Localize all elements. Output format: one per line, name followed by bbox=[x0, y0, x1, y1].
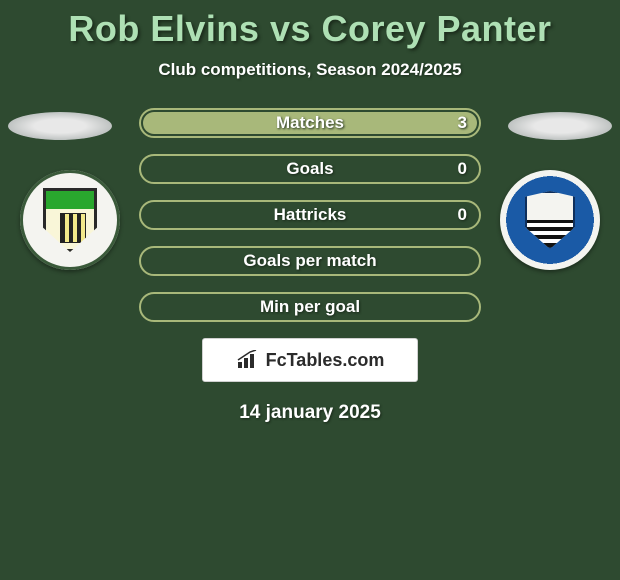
stat-row: Goals0 bbox=[139, 154, 481, 184]
stat-row: Min per goal bbox=[139, 292, 481, 322]
stat-label: Goals per match bbox=[141, 251, 479, 271]
stat-row: Hattricks0 bbox=[139, 200, 481, 230]
right-club-crest bbox=[500, 170, 600, 270]
stat-label: Hattricks bbox=[141, 205, 479, 225]
comparison-area: Matches3Goals0Hattricks0Goals per matchM… bbox=[0, 108, 620, 424]
stat-row: Matches3 bbox=[139, 108, 481, 138]
stat-row: Goals per match bbox=[139, 246, 481, 276]
eastleigh-fc-crest-icon bbox=[500, 170, 600, 270]
brand-box: FcTables.com bbox=[202, 338, 418, 382]
brand-text: FcTables.com bbox=[266, 350, 385, 371]
stat-label: Min per goal bbox=[141, 297, 479, 317]
page-subtitle: Club competitions, Season 2024/2025 bbox=[0, 60, 620, 80]
stat-right-value: 0 bbox=[458, 159, 467, 179]
right-crest-shadow bbox=[508, 112, 612, 140]
stat-right-value: 0 bbox=[458, 205, 467, 225]
left-crest-shadow bbox=[8, 112, 112, 140]
stats-bars: Matches3Goals0Hattricks0Goals per matchM… bbox=[139, 108, 481, 322]
stat-label: Matches bbox=[141, 113, 479, 133]
stat-label: Goals bbox=[141, 159, 479, 179]
date-text: 14 january 2025 bbox=[0, 402, 620, 424]
left-club-crest bbox=[20, 170, 120, 270]
solihull-moors-crest-icon bbox=[20, 170, 120, 270]
stat-right-value: 3 bbox=[458, 113, 467, 133]
page-title: Rob Elvins vs Corey Panter bbox=[0, 0, 620, 50]
bar-chart-icon bbox=[236, 350, 260, 370]
